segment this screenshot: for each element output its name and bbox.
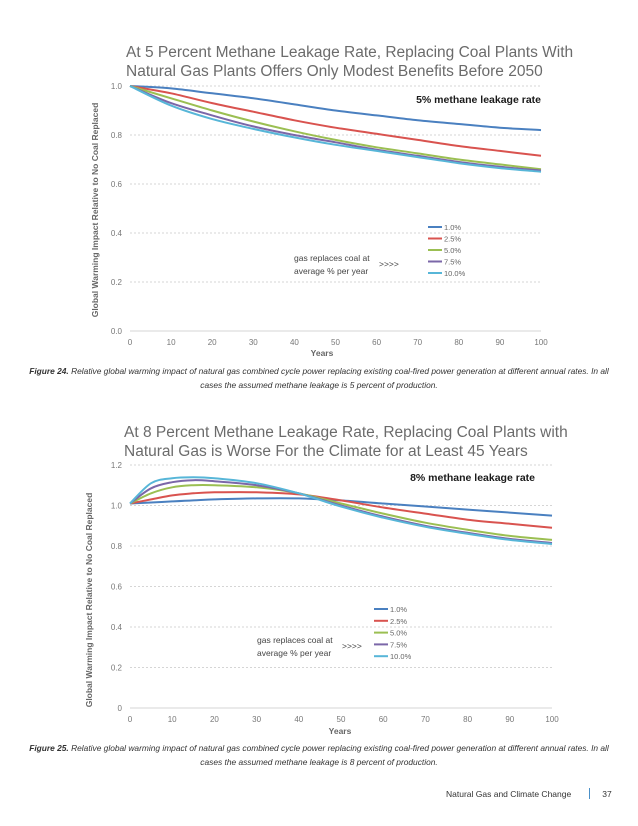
x-tick-label: 50 (331, 338, 340, 347)
caption-label: Figure 25. (29, 743, 69, 753)
rate-label: 5% methane leakage rate (416, 94, 541, 106)
x-tick-label: 30 (249, 338, 258, 347)
caption-text: Relative global warming impact of natura… (71, 743, 609, 767)
x-tick-label: 30 (252, 715, 261, 724)
x-tick-label: 70 (413, 338, 422, 347)
series-line-5.0% (129, 85, 542, 171)
series-line-1.0% (129, 497, 553, 517)
x-tick-label: 100 (545, 715, 559, 724)
chart-title-line-2: Natural Gas Plants Offers Only Modest Be… (126, 63, 543, 80)
legend-label: 1.0% (390, 605, 407, 614)
x-tick-label: 70 (421, 715, 430, 724)
y-tick-label: 0.8 (111, 542, 123, 551)
series-line-7.5% (129, 85, 542, 172)
chart-title-line-1: At 5 Percent Methane Leakage Rate, Repla… (126, 44, 573, 61)
annotation-line-2: average % per year (294, 266, 368, 276)
page-number: 37 (602, 788, 612, 799)
footer-separator (589, 788, 591, 799)
legend-label: 7.5% (390, 640, 407, 649)
series-line-2.5% (129, 491, 553, 529)
legend-label: 2.5% (444, 235, 461, 244)
caption-figure-25: Figure 25. Relative global warming impac… (28, 741, 610, 769)
rate-label: 8% methane leakage rate (410, 472, 535, 484)
x-tick-label: 0 (128, 715, 133, 724)
annotation-line-2: average % per year (257, 648, 331, 658)
x-axis-label: Years (329, 726, 352, 736)
y-tick-label: 0.4 (111, 623, 123, 632)
y-tick-label: 0.2 (111, 664, 123, 673)
x-tick-label: 90 (495, 338, 504, 347)
x-axis-label: Years (311, 348, 334, 358)
legend-label: 10.0% (444, 269, 466, 278)
x-tick-label: 40 (290, 338, 299, 347)
x-tick-label: 100 (534, 338, 548, 347)
annotation-line-1: gas replaces coal at (257, 635, 333, 645)
series-line-10.0% (129, 85, 542, 173)
legend-label: 5.0% (444, 246, 461, 255)
series-line-10.0% (129, 476, 553, 545)
caption-text: Relative global warming impact of natura… (71, 366, 609, 390)
series-line-1.0% (129, 85, 542, 132)
x-tick-label: 80 (463, 715, 472, 724)
x-tick-label: 60 (379, 715, 388, 724)
legend-label: 5.0% (390, 629, 407, 638)
annotation-arrow: >>>> (379, 259, 399, 269)
x-tick-label: 60 (372, 338, 381, 347)
x-tick-label: 50 (337, 715, 346, 724)
series-line-2.5% (129, 85, 542, 157)
caption-label: Figure 24. (29, 366, 69, 376)
legend-label: 10.0% (390, 652, 412, 661)
x-tick-label: 40 (294, 715, 303, 724)
y-tick-label: 0.4 (111, 229, 123, 238)
x-tick-label: 80 (454, 338, 463, 347)
x-tick-label: 90 (505, 715, 514, 724)
y-tick-label: 0.0 (111, 327, 123, 336)
legend-label: 2.5% (390, 617, 407, 626)
annotation-line-1: gas replaces coal at (294, 253, 370, 263)
chart-title-line-2: Natural Gas is Worse For the Climate for… (124, 443, 528, 460)
page-footer: Natural Gas and Climate Change 37 (446, 788, 612, 799)
caption-figure-24: Figure 24. Relative global warming impac… (28, 364, 610, 392)
y-tick-label: 0.6 (111, 180, 123, 189)
x-tick-label: 0 (128, 338, 133, 347)
y-tick-label: 0.6 (111, 583, 123, 592)
legend-label: 7.5% (444, 258, 461, 267)
chart-title-line-1: At 8 Percent Methane Leakage Rate, Repla… (124, 424, 568, 441)
annotation-arrow: >>>> (342, 641, 362, 651)
chart-5-percent: At 5 Percent Methane Leakage Rate, Repla… (90, 44, 573, 358)
y-tick-label: 0 (118, 704, 123, 713)
legend-label: 1.0% (444, 223, 461, 232)
y-tick-label: 0.2 (111, 278, 123, 287)
x-tick-label: 10 (168, 715, 177, 724)
y-axis-label: Global Warming Impact Relative to No Coa… (90, 103, 100, 318)
y-tick-label: 0.8 (111, 131, 123, 140)
footer-title: Natural Gas and Climate Change (446, 788, 572, 799)
x-tick-label: 20 (210, 715, 219, 724)
chart-8-percent: At 8 Percent Methane Leakage Rate, Repla… (84, 424, 568, 736)
x-tick-label: 20 (208, 338, 217, 347)
y-tick-label: 1.0 (111, 502, 123, 511)
y-tick-label: 1.0 (111, 82, 123, 91)
y-axis-label: Global Warming Impact Relative to No Coa… (84, 493, 94, 708)
x-tick-label: 10 (167, 338, 176, 347)
y-tick-label: 1.2 (111, 461, 123, 470)
